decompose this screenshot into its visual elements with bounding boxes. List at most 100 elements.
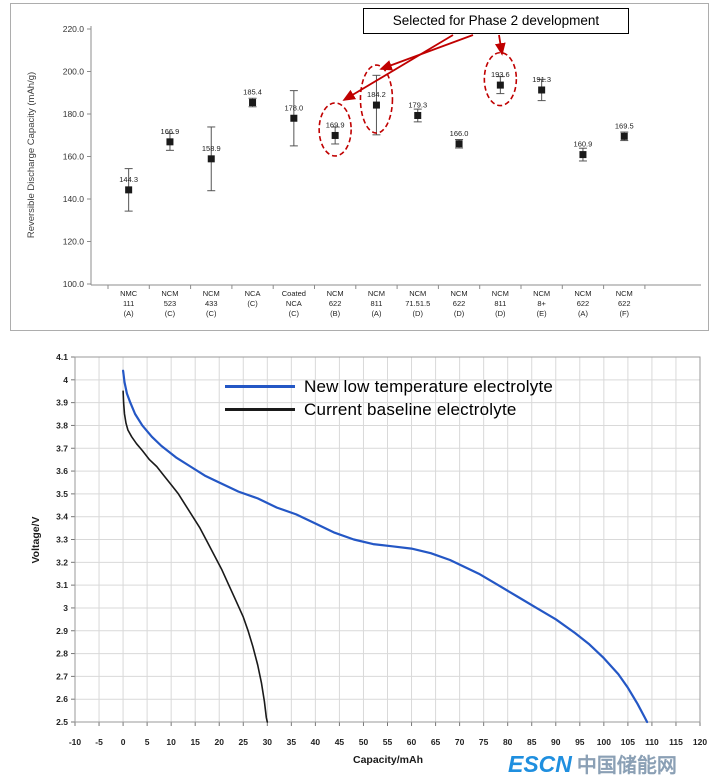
category-label: 622 xyxy=(453,299,466,308)
y-tick-label: 3.6 xyxy=(56,466,68,476)
x-tick-label: 5 xyxy=(145,737,150,747)
y-tick-label: 2.9 xyxy=(56,626,68,636)
annotation-arrow xyxy=(494,34,506,56)
x-tick-label: 0 xyxy=(121,737,126,747)
y-tick-label: 180.0 xyxy=(63,109,85,119)
annotation-arrow xyxy=(342,34,454,101)
voltage-capacity-chart: -10 -5 0 5 10 15 20 25 30 35 40 45 50 55 60 65 70 75 80 85 9… xyxy=(0,342,721,782)
x-tick-label: 115 xyxy=(669,737,683,747)
x-tick-label: 60 xyxy=(407,737,417,747)
x-tick-label: 120 xyxy=(693,737,707,747)
x-tick-label: 100 xyxy=(597,737,611,747)
category-label: 71.51.5 xyxy=(405,299,430,308)
value-label: 169.9 xyxy=(326,120,345,129)
y-tick-label: 3.2 xyxy=(56,557,68,567)
y-tick-label: 3.7 xyxy=(56,443,68,453)
data-point xyxy=(125,186,133,194)
electrolyte-curve xyxy=(122,390,269,723)
value-label: 160.9 xyxy=(574,140,593,149)
value-label: 144.3 xyxy=(119,175,138,184)
data-point xyxy=(166,138,174,146)
voltage-capacity-plot: -10 -5 0 5 10 15 20 25 30 35 40 45 50 55 60 65 70 75 80 85 9… xyxy=(56,352,707,747)
category-label: NCM xyxy=(451,289,468,298)
category-label: (D) xyxy=(454,309,465,318)
value-label: 191.3 xyxy=(532,75,551,84)
data-point xyxy=(414,111,422,119)
legend-item-new-electrolyte: New low temperature electrolyte xyxy=(225,375,553,398)
x-tick-label: 15 xyxy=(190,737,200,747)
category-label: NCM xyxy=(616,289,633,298)
y-tick-label: 3.4 xyxy=(56,512,68,522)
x-tick-label: 55 xyxy=(383,737,393,747)
category-label: NCM xyxy=(574,289,591,298)
y-tick-label: 3.3 xyxy=(56,535,68,545)
phase2-highlight-ellipse xyxy=(359,64,394,134)
category-label: (F) xyxy=(619,309,629,318)
data-point xyxy=(496,81,504,89)
value-label: 166.9 xyxy=(161,127,180,136)
legend-label-new-electrolyte: New low temperature electrolyte xyxy=(304,376,554,396)
x-tick-label: 110 xyxy=(645,737,659,747)
data-point xyxy=(249,99,257,107)
y-tick-label: 2.8 xyxy=(56,649,68,659)
voltage-axis-title: Voltage/V xyxy=(30,516,42,564)
x-tick-label: 40 xyxy=(311,737,321,747)
category-label: 111 xyxy=(123,299,134,308)
category-label: (C) xyxy=(247,299,258,308)
category-label: (D) xyxy=(495,309,506,318)
escn-logo-text: ESCN xyxy=(508,751,572,777)
category-label: (C) xyxy=(206,309,217,318)
x-tick-label: 20 xyxy=(214,737,224,747)
data-point xyxy=(372,101,380,109)
y-tick-label: 160.0 xyxy=(63,152,85,162)
category-label: NCM xyxy=(492,289,509,298)
category-label: 622 xyxy=(618,299,631,308)
value-label: 185.4 xyxy=(243,88,262,97)
category-label: NMC xyxy=(120,289,138,298)
annotation-arrow xyxy=(379,34,474,71)
y-tick-label: 2.5 xyxy=(56,717,68,727)
value-label: 184.2 xyxy=(367,90,386,99)
category-label: 622 xyxy=(329,299,342,308)
y-tick-label: 4 xyxy=(63,375,68,385)
phase2-highlight-ellipse xyxy=(483,51,518,107)
category-label: NCM xyxy=(533,289,550,298)
x-tick-label: -10 xyxy=(69,737,82,747)
value-label: 178.0 xyxy=(284,103,303,112)
y-tick-label: 220.0 xyxy=(63,24,85,34)
x-tick-label: 70 xyxy=(455,737,465,747)
electrolyte-curve xyxy=(121,369,649,724)
data-point xyxy=(207,155,215,163)
data-point xyxy=(538,86,546,94)
value-label: 179.3 xyxy=(408,100,427,109)
category-label: NCM xyxy=(327,289,344,298)
category-label: 433 xyxy=(205,299,218,308)
category-label: (C) xyxy=(289,309,300,318)
y-tick-label: 3 xyxy=(63,603,68,613)
x-tick-label: 45 xyxy=(335,737,345,747)
category-label: (B) xyxy=(330,309,341,318)
capacity-y-axis-title: Reversible Discharge Capacity (mAh/g) xyxy=(26,71,37,239)
y-tick-label: 100.0 xyxy=(63,279,85,289)
capacity-axis-title: Capacity/mAh xyxy=(352,754,424,766)
category-label: (D) xyxy=(413,309,424,318)
category-label: NCA xyxy=(245,289,261,298)
y-tick-label: 4.1 xyxy=(56,352,68,362)
x-tick-label: 10 xyxy=(166,737,176,747)
category-label: NCM xyxy=(368,289,385,298)
value-label: 166.0 xyxy=(450,129,469,138)
y-tick-label: 200.0 xyxy=(63,67,85,77)
x-tick-label: 35 xyxy=(287,737,297,747)
x-tick-label: 105 xyxy=(621,737,635,747)
y-tick-label: 3.8 xyxy=(56,420,68,430)
category-label: (A) xyxy=(124,309,134,318)
x-tick-label: 75 xyxy=(479,737,489,747)
data-point xyxy=(455,140,463,148)
category-label: 523 xyxy=(164,299,177,308)
y-tick-label: 3.1 xyxy=(56,580,68,590)
category-label: 811 xyxy=(370,299,382,308)
category-label: NCA xyxy=(286,299,302,308)
category-label: (A) xyxy=(578,309,589,318)
category-label: 811 xyxy=(494,299,506,308)
y-tick-label: 3.9 xyxy=(56,398,68,408)
